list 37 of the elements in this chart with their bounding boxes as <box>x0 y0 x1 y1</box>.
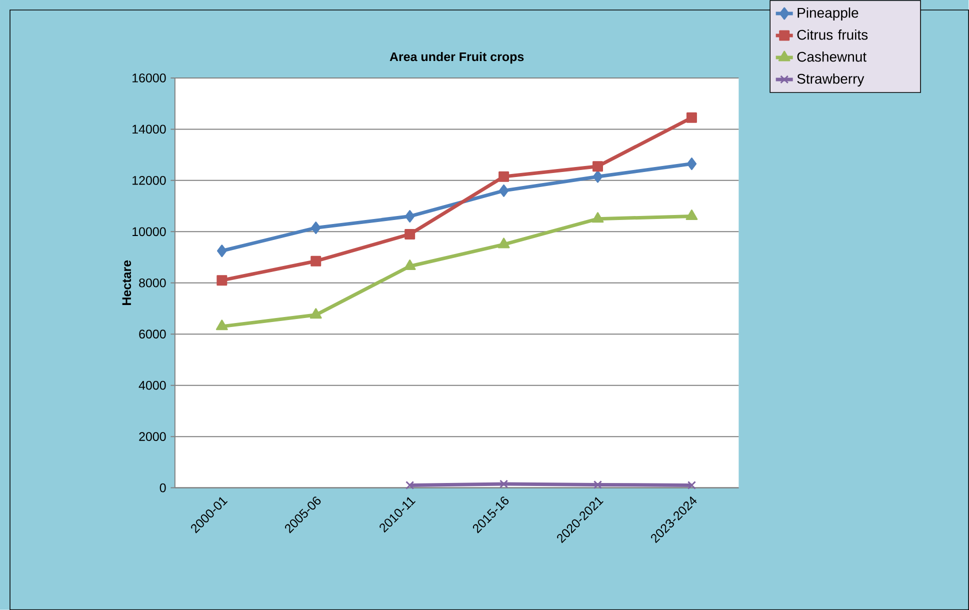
point <box>310 256 322 266</box>
chart-title: Area under Fruit crops <box>390 52 524 64</box>
point <box>311 222 321 234</box>
y-tick-label: 14000 <box>132 124 166 134</box>
point <box>498 238 510 248</box>
y-tick-label: 16000 <box>132 73 166 82</box>
point <box>406 480 414 490</box>
point <box>686 209 698 220</box>
point <box>404 210 415 222</box>
point <box>686 157 697 170</box>
point <box>686 112 697 123</box>
y-tick-label: 10000 <box>132 227 166 236</box>
point <box>216 320 228 330</box>
legend-label: Pineapple <box>798 7 858 20</box>
point <box>404 259 416 270</box>
point <box>498 171 510 182</box>
y-tick-label: 4000 <box>138 380 166 390</box>
point <box>498 184 509 197</box>
point <box>216 275 228 286</box>
legend-label: Cashewnut <box>797 51 866 62</box>
point <box>687 480 696 490</box>
legend-label: Strawberry <box>797 73 864 86</box>
point <box>217 244 227 258</box>
point <box>593 480 602 489</box>
y-tick-label: 12000 <box>132 176 166 185</box>
point <box>592 212 604 223</box>
point <box>592 161 603 172</box>
y-tick-label: 8000 <box>139 278 166 288</box>
y-tick-label: 6000 <box>139 330 166 338</box>
y-tick-label: 2000 <box>139 432 166 441</box>
y-axis-title: Hectare <box>122 260 132 305</box>
legend-label: Citrus fruits <box>797 29 868 40</box>
point <box>310 308 322 319</box>
point <box>404 228 416 240</box>
y-tick-label: 0 <box>160 483 166 492</box>
point <box>500 480 508 488</box>
point <box>592 170 603 183</box>
